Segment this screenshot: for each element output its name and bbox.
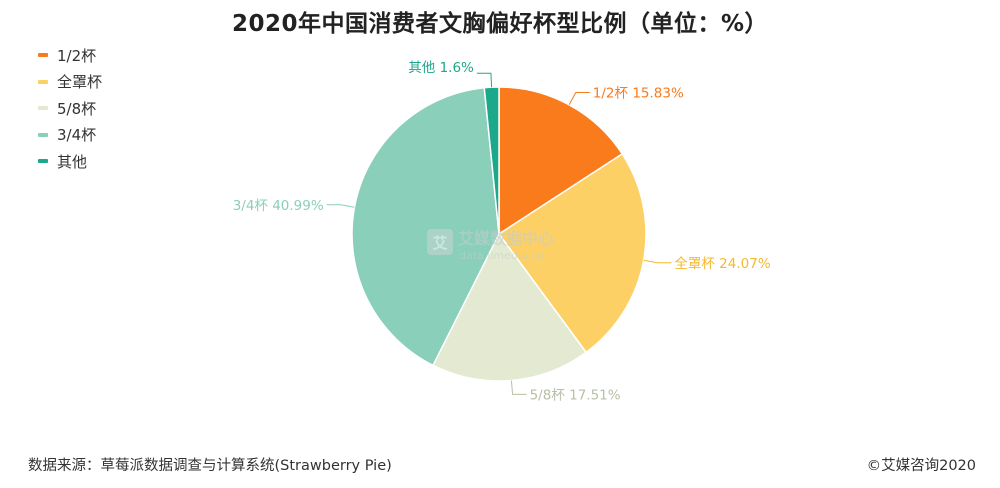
- watermark-url: data.iimedia.cn: [459, 249, 544, 262]
- legend-swatch: [38, 132, 48, 137]
- watermark-name: 艾媒数据中心: [458, 229, 554, 248]
- legend-item-three-quarter-cup[interactable]: 3/4杯: [38, 122, 102, 149]
- pie-labels: 1/2杯 15.83% 全罩杯 24.07% 5/8杯 17.51% 3/4杯 40.…: [233, 60, 771, 403]
- legend-item-other[interactable]: 其他: [38, 148, 102, 175]
- pie-slice-five-eighths-cup[interactable]: [432, 232, 588, 382]
- chart-title: 2020年中国消费者文胸偏好杯型比例（单位：%）: [231, 11, 769, 37]
- legend-swatch: [38, 79, 48, 84]
- pie-slice-half-cup[interactable]: [498, 86, 624, 236]
- watermark-logo-char: 艾: [432, 234, 447, 252]
- data-source: 数据来源：草莓派数据调查与计算系统(Strawberry Pie): [28, 458, 392, 474]
- data-label-full-cup: 全罩杯 24.07%: [674, 255, 770, 272]
- data-label-other: 其他 1.6%: [408, 60, 474, 76]
- legend-label: 1/2杯: [57, 46, 97, 65]
- copyright: ©艾媒咨询2020: [866, 458, 976, 474]
- leader-line-five-eighths-cup: [510, 380, 527, 395]
- legend-swatch: [38, 106, 48, 111]
- leader-line-full-cup: [643, 259, 672, 264]
- legend-item-half-cup[interactable]: 1/2杯: [38, 42, 102, 69]
- pie-slice-three-quarter-cup[interactable]: [351, 86, 500, 367]
- pie-slice-full-cup[interactable]: [497, 152, 647, 354]
- data-label-five-eighths-cup: 5/8杯 17.51%: [530, 387, 621, 403]
- legend-label: 3/4杯: [57, 126, 97, 145]
- leader-line-half-cup: [568, 92, 590, 106]
- legend-item-five-eighths-cup[interactable]: 5/8杯: [38, 95, 102, 122]
- legend-swatch: [38, 53, 48, 58]
- legend-swatch: [38, 159, 48, 164]
- legend-label: 其他: [57, 152, 88, 171]
- legend-item-full-cup[interactable]: 全罩杯: [38, 69, 102, 96]
- data-label-three-quarter-cup: 3/4杯 40.99%: [233, 198, 324, 214]
- legend-label: 5/8杯: [57, 99, 97, 118]
- watermark-logo-icon: [427, 229, 453, 255]
- pie-slices: [351, 86, 647, 382]
- watermark: 艾 艾媒数据中心 data.iimedia.cn: [427, 229, 554, 262]
- leader-line-three-quarter-cup: [326, 204, 355, 208]
- legend: 1/2杯 全罩杯 5/8杯 3/4杯 其他: [38, 42, 102, 175]
- leader-line-other: [476, 72, 493, 88]
- data-label-half-cup: 1/2杯 15.83%: [593, 86, 684, 102]
- legend-label: 全罩杯: [57, 73, 103, 92]
